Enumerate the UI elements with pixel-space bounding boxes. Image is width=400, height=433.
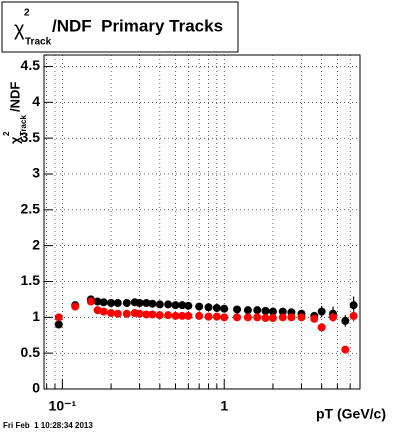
point bbox=[204, 312, 213, 321]
y-tick-label: 3 bbox=[32, 165, 40, 181]
point bbox=[164, 311, 173, 320]
point bbox=[287, 313, 296, 322]
point bbox=[148, 310, 157, 319]
point bbox=[233, 313, 242, 322]
point bbox=[220, 304, 229, 313]
point bbox=[107, 298, 116, 307]
point bbox=[142, 298, 151, 307]
y-tick-label: 2.5 bbox=[21, 201, 41, 217]
y-axis-label: χ 2 Track /NDF bbox=[2, 82, 28, 144]
point bbox=[142, 310, 151, 319]
x-axis-label: pT (GeV/c) bbox=[316, 406, 386, 422]
point bbox=[54, 313, 63, 322]
title-box bbox=[1, 1, 239, 53]
y-tick-label: 1 bbox=[32, 308, 40, 324]
title-sub: Track bbox=[25, 37, 52, 48]
point bbox=[178, 301, 187, 310]
title-sup: 2 bbox=[24, 8, 30, 19]
point bbox=[184, 301, 193, 310]
point bbox=[164, 300, 173, 309]
point bbox=[278, 313, 287, 322]
point bbox=[253, 313, 262, 322]
point bbox=[93, 306, 102, 315]
point bbox=[122, 298, 131, 307]
point bbox=[278, 307, 287, 316]
point bbox=[212, 312, 221, 321]
point bbox=[261, 306, 270, 315]
point bbox=[329, 313, 338, 322]
y-label-rest: /NDF bbox=[7, 82, 22, 112]
point bbox=[135, 309, 144, 318]
y-tick-label: 1.5 bbox=[21, 272, 41, 288]
point bbox=[220, 313, 229, 322]
point bbox=[233, 305, 242, 314]
x-tick-label: 10⁻¹ bbox=[49, 398, 77, 414]
series bbox=[54, 297, 358, 354]
point bbox=[135, 298, 144, 307]
point bbox=[99, 307, 108, 316]
point bbox=[195, 302, 204, 311]
point bbox=[86, 297, 95, 306]
chart-title: /NDF Primary Tracks bbox=[52, 16, 223, 35]
y-tick-label: 2 bbox=[32, 236, 40, 252]
point bbox=[261, 314, 270, 323]
y-label-sup: 2 bbox=[2, 131, 11, 136]
point bbox=[99, 298, 108, 307]
x-tick-label: 1 bbox=[220, 398, 228, 414]
point bbox=[317, 323, 326, 332]
point bbox=[148, 299, 157, 308]
y-tick-label: 4 bbox=[32, 93, 40, 109]
y-tick-label: 0 bbox=[32, 380, 40, 396]
point bbox=[349, 301, 358, 310]
point bbox=[341, 345, 350, 354]
point bbox=[243, 313, 252, 322]
point bbox=[171, 311, 180, 320]
point bbox=[253, 306, 262, 315]
y-label-symbol: χ bbox=[7, 136, 22, 144]
point bbox=[243, 306, 252, 315]
point bbox=[93, 297, 102, 306]
point bbox=[204, 303, 213, 312]
point bbox=[171, 301, 180, 310]
point bbox=[297, 313, 306, 322]
point bbox=[310, 314, 319, 323]
footer: Fri Feb 1 10:28:34 2013 bbox=[3, 421, 93, 430]
plot-frame bbox=[43, 54, 361, 390]
point bbox=[341, 316, 350, 325]
point bbox=[71, 302, 80, 311]
point bbox=[349, 311, 358, 320]
point bbox=[184, 311, 193, 320]
y-tick-label: 3.5 bbox=[21, 129, 41, 145]
point bbox=[212, 304, 221, 313]
point bbox=[113, 309, 122, 318]
point bbox=[122, 309, 131, 318]
y-tick-label: 4.5 bbox=[21, 57, 41, 73]
point bbox=[268, 307, 277, 316]
point bbox=[54, 320, 63, 329]
point bbox=[113, 298, 122, 307]
point bbox=[317, 307, 326, 316]
y-tick-label: 0.5 bbox=[21, 344, 41, 360]
point bbox=[155, 311, 164, 320]
y-label-sub: Track bbox=[19, 115, 28, 136]
point bbox=[178, 311, 187, 320]
title-symbol: χ bbox=[14, 18, 25, 40]
point bbox=[155, 300, 164, 309]
point bbox=[268, 314, 277, 323]
point bbox=[195, 311, 204, 320]
point bbox=[107, 309, 116, 318]
